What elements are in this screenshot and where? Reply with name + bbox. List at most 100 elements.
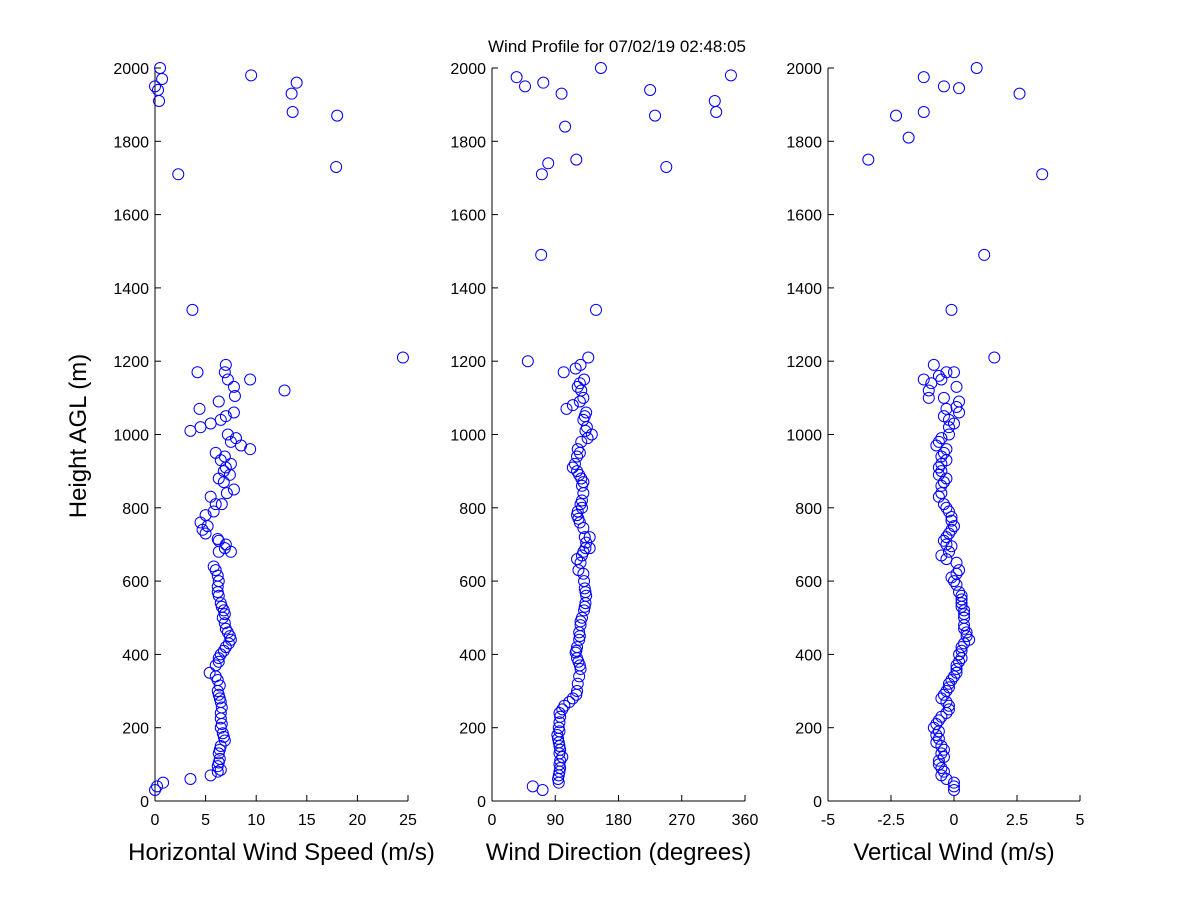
data-point: [932, 725, 945, 738]
data-point: [950, 659, 963, 672]
data-point: [935, 479, 948, 492]
data-point: [644, 83, 657, 96]
data-point: [932, 369, 945, 382]
data-point: [149, 784, 161, 797]
y-tick-label: 600: [795, 574, 822, 591]
data-point: [955, 597, 968, 610]
data-point: [940, 685, 953, 698]
data-point: [953, 586, 966, 599]
x-tick-label: -2.5: [877, 812, 905, 829]
data-point: [207, 505, 220, 518]
data-point: [204, 769, 217, 782]
data-point: [935, 373, 948, 386]
data-point: [152, 83, 165, 96]
y-tick-label: 2000: [113, 61, 149, 78]
data-point: [245, 69, 258, 82]
data-point: [575, 549, 588, 562]
data-point: [570, 688, 583, 701]
data-point: [950, 578, 963, 591]
data-point: [555, 87, 568, 100]
data-point: [917, 71, 930, 84]
data-point: [575, 435, 588, 448]
data-point: [211, 532, 224, 545]
data-point: [572, 564, 585, 577]
data-point: [570, 153, 583, 166]
data-point: [556, 703, 569, 716]
data-point: [649, 109, 662, 122]
data-point: [942, 428, 955, 441]
data-point: [536, 784, 549, 797]
data-point: [937, 688, 950, 701]
data-point: [221, 373, 234, 386]
data-point: [214, 763, 227, 776]
data-point: [209, 498, 222, 511]
x-tick-label: 0: [151, 812, 160, 829]
data-point: [577, 567, 590, 580]
data-point: [184, 773, 197, 786]
series-points: [862, 62, 1049, 797]
data-point: [937, 391, 950, 404]
data-point: [149, 80, 161, 93]
data-point: [945, 303, 958, 316]
data-point: [942, 699, 955, 712]
y-tick-label: 2000: [786, 61, 822, 78]
data-point: [942, 421, 955, 434]
y-tick-label: 1800: [450, 134, 486, 151]
data-point: [573, 670, 586, 683]
data-point: [948, 776, 960, 789]
data-point: [214, 712, 227, 725]
y-tick-label: 1800: [113, 134, 149, 151]
data-point: [970, 62, 983, 74]
data-point: [948, 670, 960, 683]
data-point: [221, 428, 234, 441]
data-point: [935, 740, 948, 753]
x-tick-label: 0: [950, 812, 959, 829]
data-point: [930, 729, 943, 742]
data-point: [521, 355, 534, 368]
data-point: [935, 747, 948, 760]
data-point: [244, 373, 257, 386]
data-point: [214, 597, 227, 610]
data-point: [535, 168, 548, 181]
data-point: [948, 780, 960, 793]
data-point: [958, 622, 971, 635]
data-point: [935, 457, 948, 470]
y-tick-label: 800: [122, 501, 149, 518]
data-point: [942, 527, 955, 540]
data-point: [953, 564, 966, 577]
data-point: [937, 80, 950, 93]
data-point: [214, 721, 227, 734]
data-point: [194, 516, 207, 529]
data-point: [594, 62, 607, 74]
data-point: [937, 743, 950, 756]
x-tick-label: 25: [399, 812, 417, 829]
data-point: [937, 498, 950, 511]
data-point: [573, 468, 586, 481]
data-point: [219, 538, 232, 551]
data-point: [203, 666, 216, 679]
data-point: [942, 703, 955, 716]
x-tick-label: 10: [247, 812, 265, 829]
data-point: [569, 362, 582, 375]
data-point: [278, 384, 291, 397]
data-point: [578, 604, 591, 617]
data-point: [862, 153, 875, 166]
data-point: [573, 446, 586, 459]
data-point: [217, 476, 230, 489]
data-point: [935, 487, 948, 500]
data-point: [535, 248, 548, 261]
data-point: [940, 531, 953, 544]
data-point: [186, 303, 199, 316]
data-point: [218, 542, 231, 555]
data-point: [940, 443, 953, 456]
data-point: [224, 545, 237, 558]
data-point: [519, 80, 532, 93]
data-point: [217, 644, 230, 657]
data-point: [577, 521, 590, 534]
figure-title: Wind Profile for 07/02/19 02:48:05: [488, 37, 746, 56]
data-point: [988, 351, 1001, 364]
data-point: [927, 358, 940, 371]
x-tick-label: 2.5: [1006, 812, 1028, 829]
data-point: [579, 424, 592, 437]
